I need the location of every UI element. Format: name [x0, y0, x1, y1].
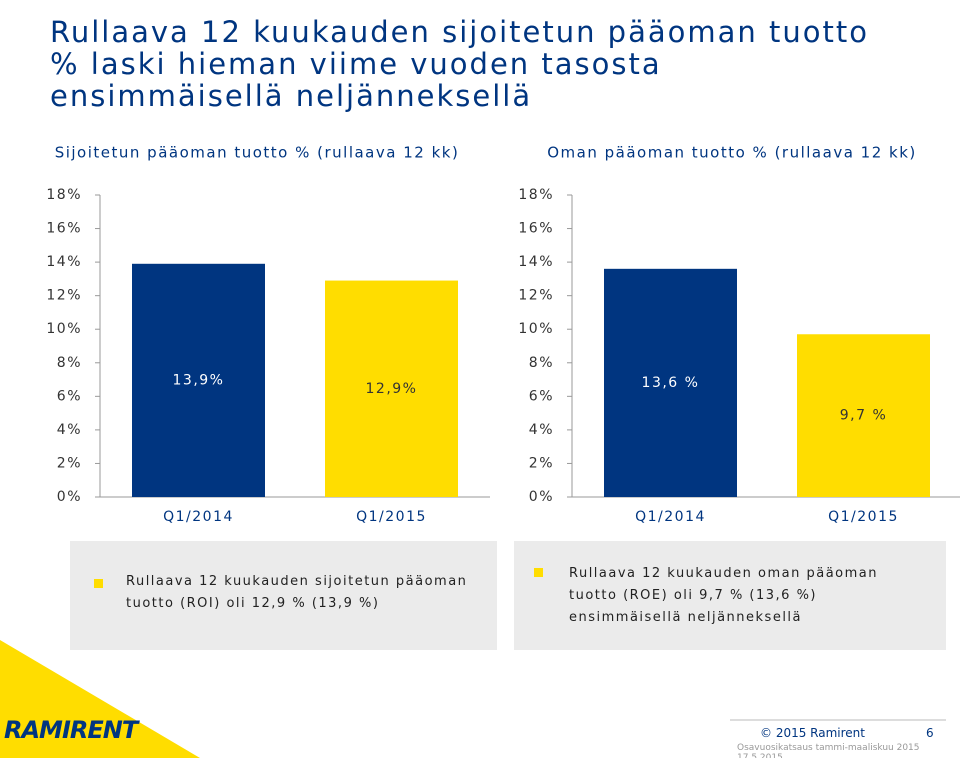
y-tick-label: 8%: [57, 355, 82, 371]
value-label: 9,7 %: [840, 408, 888, 424]
y-tick-label: 4%: [529, 422, 554, 438]
chart-title: Oman pääoman tuotto % (rullaava 12 kk): [547, 144, 917, 162]
bar: [797, 334, 930, 497]
y-tick-label: 12%: [46, 288, 82, 304]
corner-decoration: [0, 640, 200, 758]
y-tick-label: 16%: [46, 221, 82, 237]
x-tick-label: Q1/2014: [635, 509, 706, 525]
logo: RAMIRENT: [4, 716, 138, 744]
bullet: [94, 579, 103, 588]
y-tick-label: 18%: [46, 187, 82, 203]
y-tick-label: 14%: [518, 254, 554, 270]
y-tick-label: 8%: [529, 355, 554, 371]
y-tick-label: 12%: [518, 288, 554, 304]
y-tick-label: 14%: [46, 254, 82, 270]
y-tick-label: 0%: [57, 489, 82, 505]
chart-title: Sijoitetun pääoman tuotto % (rullaava 12…: [55, 144, 460, 162]
bar: [604, 268, 737, 497]
y-tick-label: 16%: [518, 221, 554, 237]
x-tick-label: Q1/2014: [163, 509, 234, 525]
value-label: 13,6 %: [642, 375, 700, 391]
page-number: 6: [926, 726, 934, 740]
copyright: © 2015 Ramirent: [760, 726, 865, 740]
y-tick-label: 18%: [518, 187, 554, 203]
value-label: 12,9%: [366, 381, 418, 397]
x-tick-label: Q1/2015: [828, 509, 899, 525]
value-label: 13,9%: [173, 372, 225, 388]
x-tick-label: Q1/2015: [356, 509, 427, 525]
slide-title: Rullaava 12 kuukauden sijoitetun pääoman…: [50, 15, 869, 113]
y-tick-label: 2%: [529, 455, 554, 471]
y-tick-label: 6%: [529, 388, 554, 404]
note-text: Rullaava 12 kuukauden sijoitetun pääoman…: [126, 574, 468, 611]
bar: [132, 263, 265, 497]
y-tick-label: 0%: [529, 489, 554, 505]
y-tick-label: 4%: [57, 422, 82, 438]
y-tick-label: 6%: [57, 388, 82, 404]
footer-source: Osavuosikatsaus tammi-maaliskuu 2015 17.…: [737, 743, 920, 758]
y-tick-label: 2%: [57, 455, 82, 471]
bullet: [534, 568, 543, 577]
note-text: Rullaava 12 kuukauden oman pääoman tuott…: [569, 566, 879, 625]
note-box: Rullaava 12 kuukauden oman pääoman tuott…: [514, 541, 946, 650]
y-tick-label: 10%: [518, 321, 554, 337]
bar: [325, 280, 458, 497]
note-box: Rullaava 12 kuukauden sijoitetun pääoman…: [70, 541, 497, 650]
y-tick-label: 10%: [46, 321, 82, 337]
